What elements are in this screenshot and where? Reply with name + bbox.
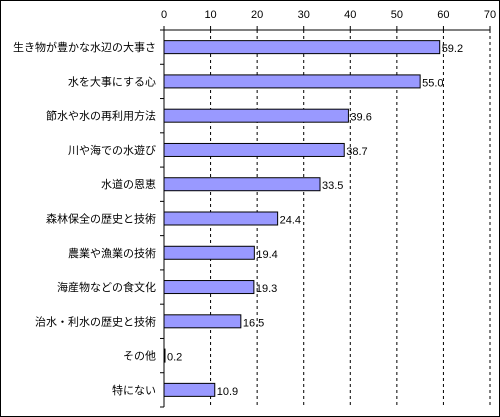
x-tick-label: 10 xyxy=(204,9,216,21)
x-tick-label: 20 xyxy=(251,9,263,21)
data-label: 19.4 xyxy=(256,249,277,261)
category-label: 川や海での水遊び xyxy=(68,143,156,157)
bar xyxy=(163,348,166,363)
category-label: 節水や水の再利用方法 xyxy=(46,109,156,123)
category-label: 森林保全の歴史と技術 xyxy=(46,212,156,226)
label-layer: 生き物が豊かな水辺の大事さ 59.2 水を大事にする心 55.0 節水や水の再利用方法 3… xyxy=(13,40,463,398)
bar xyxy=(163,314,242,329)
category-label: 生き物が豊かな水辺の大事さ xyxy=(13,40,156,54)
x-tick-label: 60 xyxy=(437,9,449,21)
data-label: 33.5 xyxy=(322,180,343,192)
bar xyxy=(163,108,349,123)
bar xyxy=(163,382,216,397)
data-label: 38.7 xyxy=(346,146,367,158)
category-label: その他 xyxy=(123,350,156,363)
data-label: 16.5 xyxy=(243,317,264,329)
category-label: 水道の恩恵 xyxy=(101,177,156,191)
x-tick-label: 40 xyxy=(344,9,356,21)
bar xyxy=(163,177,321,192)
category-label: 特にない xyxy=(112,383,156,397)
bar xyxy=(163,142,345,157)
bar xyxy=(163,74,421,89)
data-label: 55.0 xyxy=(422,77,443,89)
grid-layer xyxy=(210,30,491,407)
data-label: 39.6 xyxy=(350,112,371,124)
data-label: 10.9 xyxy=(217,386,238,398)
bar xyxy=(163,245,255,260)
category-label: 水を大事にする心 xyxy=(68,74,156,88)
bar xyxy=(163,40,441,55)
category-label: 海産物などの食文化 xyxy=(57,280,156,294)
x-tick-label: 0 xyxy=(161,9,167,21)
x-tick-label: 30 xyxy=(298,9,310,21)
bar xyxy=(163,280,255,295)
data-label: 19.3 xyxy=(256,283,277,295)
x-tick-label: 70 xyxy=(484,9,496,21)
data-label: 0.2 xyxy=(167,352,182,364)
data-label: 59.2 xyxy=(442,43,463,55)
category-label: 農業や漁業の技術 xyxy=(68,246,156,260)
category-label: 治水・利水の歴史と技術 xyxy=(35,314,156,328)
bar xyxy=(163,211,279,226)
x-tick-label: 50 xyxy=(391,9,403,21)
data-label: 24.4 xyxy=(280,215,301,227)
bar-layer xyxy=(163,40,441,397)
